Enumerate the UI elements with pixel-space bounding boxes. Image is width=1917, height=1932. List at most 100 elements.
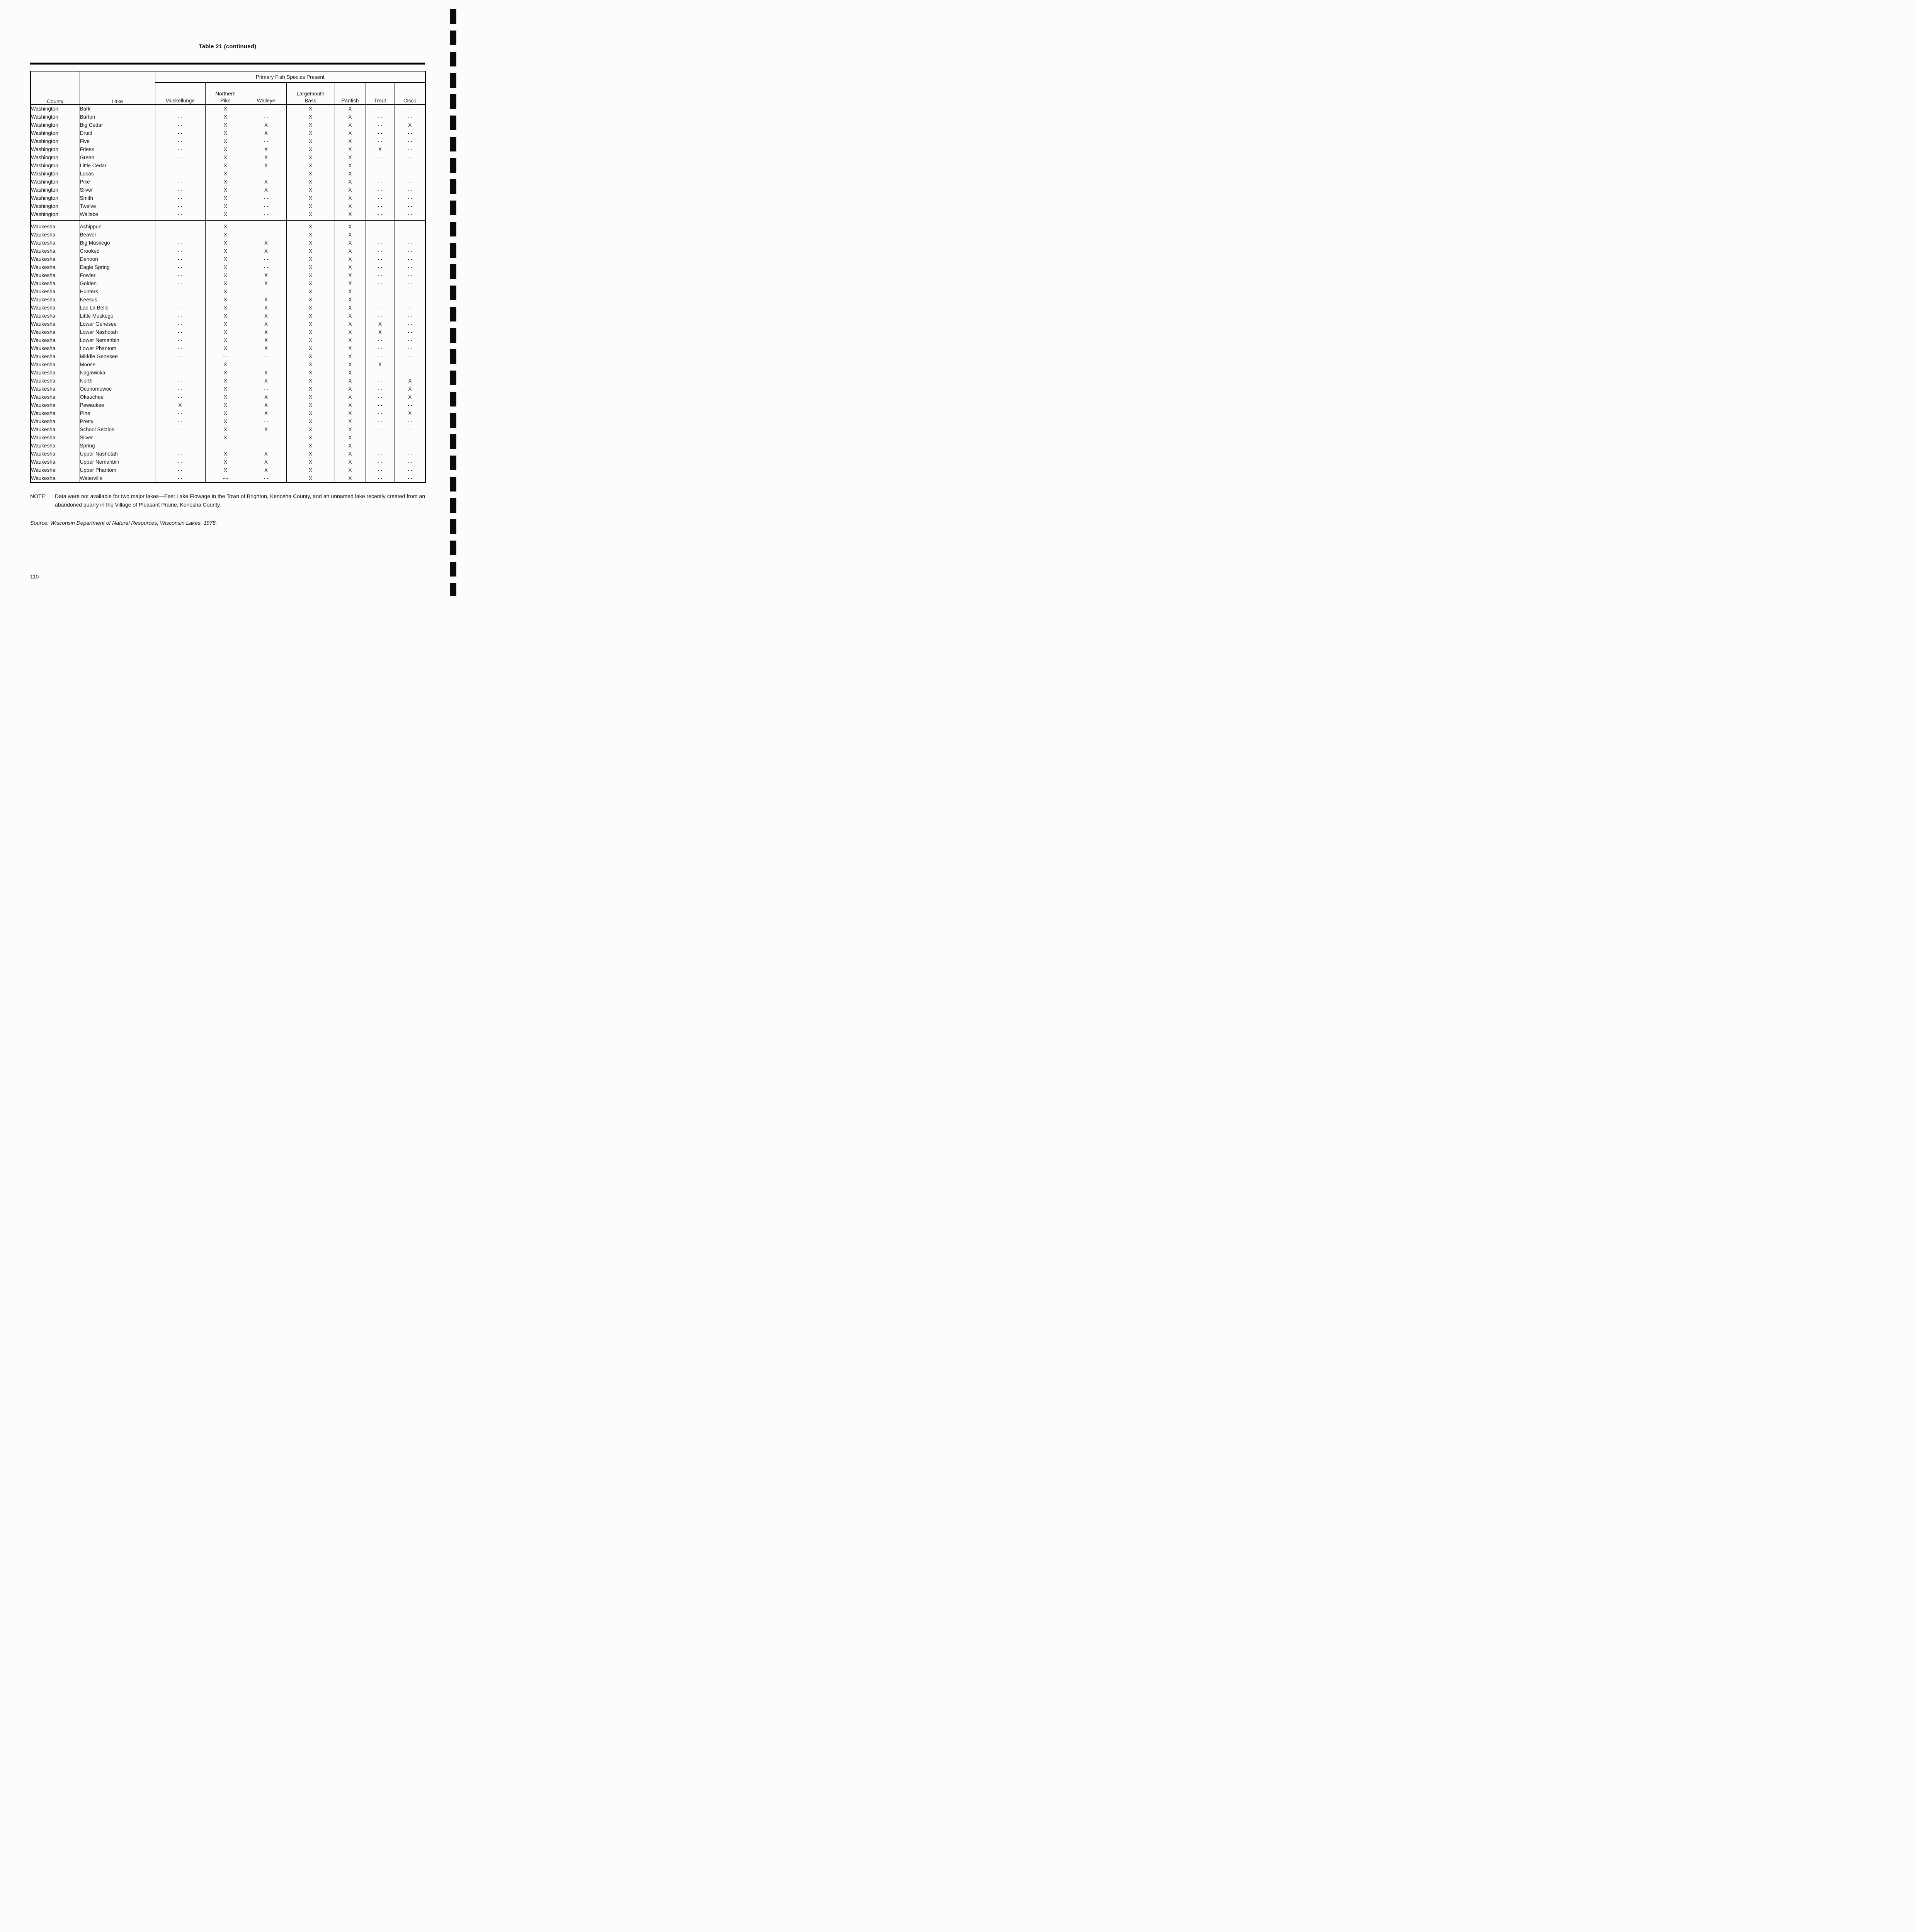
species-cell: - - bbox=[155, 194, 206, 202]
species-cell: - - bbox=[407, 313, 413, 319]
species-cell: X bbox=[205, 263, 246, 271]
species-cell: X bbox=[366, 328, 395, 336]
species-cell: X bbox=[286, 344, 335, 352]
species-cell: X bbox=[286, 434, 335, 442]
species-cell: X bbox=[286, 352, 335, 361]
species-cell: X bbox=[286, 145, 335, 153]
species-cell: X bbox=[246, 336, 287, 344]
lake-cell: Fowler bbox=[80, 271, 155, 279]
column-header-trout: Trout bbox=[366, 82, 395, 105]
lake-cell: Barton bbox=[80, 113, 155, 121]
species-cell: X bbox=[286, 231, 335, 239]
county-cell: Waukesha bbox=[31, 466, 80, 474]
species-cell: X bbox=[335, 178, 366, 186]
species-cell: X bbox=[286, 466, 335, 474]
county-cell: Waukesha bbox=[31, 361, 80, 369]
species-cell: - - bbox=[407, 435, 413, 440]
species-cell: - - bbox=[155, 304, 206, 312]
species-cell: X bbox=[205, 162, 246, 170]
lake-cell: Keesus bbox=[80, 296, 155, 304]
species-cell: X bbox=[246, 121, 287, 129]
species-cell: - - bbox=[366, 466, 395, 474]
binding-marks bbox=[450, 9, 456, 596]
species-cell: - - bbox=[155, 393, 206, 401]
county-cell: Waukesha bbox=[31, 336, 80, 344]
species-cell: X bbox=[408, 410, 412, 416]
span-header-primary-fish-species: Primary Fish Species Present bbox=[155, 71, 426, 83]
species-cell: - - bbox=[366, 220, 395, 231]
species-cell: - - bbox=[155, 442, 206, 450]
species-cell: X bbox=[335, 153, 366, 162]
county-cell: Waukesha bbox=[31, 369, 80, 377]
species-cell: - - bbox=[366, 202, 395, 210]
lake-cell: Silver bbox=[80, 186, 155, 194]
lake-cell: School Section bbox=[80, 425, 155, 434]
species-cell: - - bbox=[155, 210, 206, 221]
species-cell: X bbox=[205, 247, 246, 255]
species-cell: X bbox=[205, 385, 246, 393]
species-cell: - - bbox=[155, 466, 206, 474]
species-cell: - - bbox=[366, 104, 395, 113]
species-cell: X bbox=[205, 145, 246, 153]
county-cell: Waukesha bbox=[31, 377, 80, 385]
species-cell: X bbox=[408, 122, 412, 128]
species-cell: - - bbox=[246, 361, 287, 369]
species-cell: X bbox=[286, 377, 335, 385]
species-cell: - - bbox=[155, 231, 206, 239]
species-cell: X bbox=[205, 170, 246, 178]
species-cell: - - bbox=[407, 240, 413, 246]
species-cell: X bbox=[205, 121, 246, 129]
species-cell: X bbox=[335, 162, 366, 170]
species-cell: - - bbox=[155, 474, 206, 483]
source-line: Source: Wisconsin Department of Natural … bbox=[30, 520, 425, 526]
species-cell: X bbox=[246, 239, 287, 247]
species-cell: X bbox=[408, 386, 412, 392]
lake-cell: Druid bbox=[80, 129, 155, 137]
species-cell: X bbox=[286, 202, 335, 210]
species-cell: X bbox=[335, 320, 366, 328]
lake-cell: Denoon bbox=[80, 255, 155, 263]
lake-cell: Okauchee bbox=[80, 393, 155, 401]
species-cell: - - bbox=[366, 255, 395, 263]
lake-cell: Oconomowoc bbox=[80, 385, 155, 393]
column-header-panfish: Panfish bbox=[335, 82, 366, 105]
species-cell: - - bbox=[366, 137, 395, 145]
note-label: NOTE: bbox=[30, 493, 47, 499]
species-cell: - - bbox=[366, 393, 395, 401]
species-cell: - - bbox=[366, 186, 395, 194]
species-cell: - - bbox=[366, 178, 395, 186]
species-cell: X bbox=[205, 304, 246, 312]
species-cell: X bbox=[205, 186, 246, 194]
species-cell: - - bbox=[155, 170, 206, 178]
species-cell: X bbox=[335, 442, 366, 450]
species-cell: X bbox=[366, 361, 395, 369]
lake-cell: Smith bbox=[80, 194, 155, 202]
table-row: Waukesha Pewaukee X X X X X - -- - bbox=[31, 401, 425, 409]
species-cell: X bbox=[246, 178, 287, 186]
species-cell: - - bbox=[407, 138, 413, 144]
species-cell: - - bbox=[155, 361, 206, 369]
species-cell: X bbox=[205, 271, 246, 279]
species-cell: - - bbox=[407, 248, 413, 254]
species-cell: - - bbox=[366, 170, 395, 178]
species-cell: X bbox=[335, 279, 366, 287]
county-cell: Waukesha bbox=[31, 220, 80, 231]
species-cell: - - bbox=[366, 162, 395, 170]
species-cell: X bbox=[246, 296, 287, 304]
species-cell: - - bbox=[366, 458, 395, 466]
lake-cell: Middle Genesee bbox=[80, 352, 155, 361]
county-cell: Waukesha bbox=[31, 352, 80, 361]
species-cell: X bbox=[246, 304, 287, 312]
species-cell: X bbox=[335, 361, 366, 369]
species-cell: - - bbox=[366, 450, 395, 458]
species-cell: X bbox=[246, 247, 287, 255]
